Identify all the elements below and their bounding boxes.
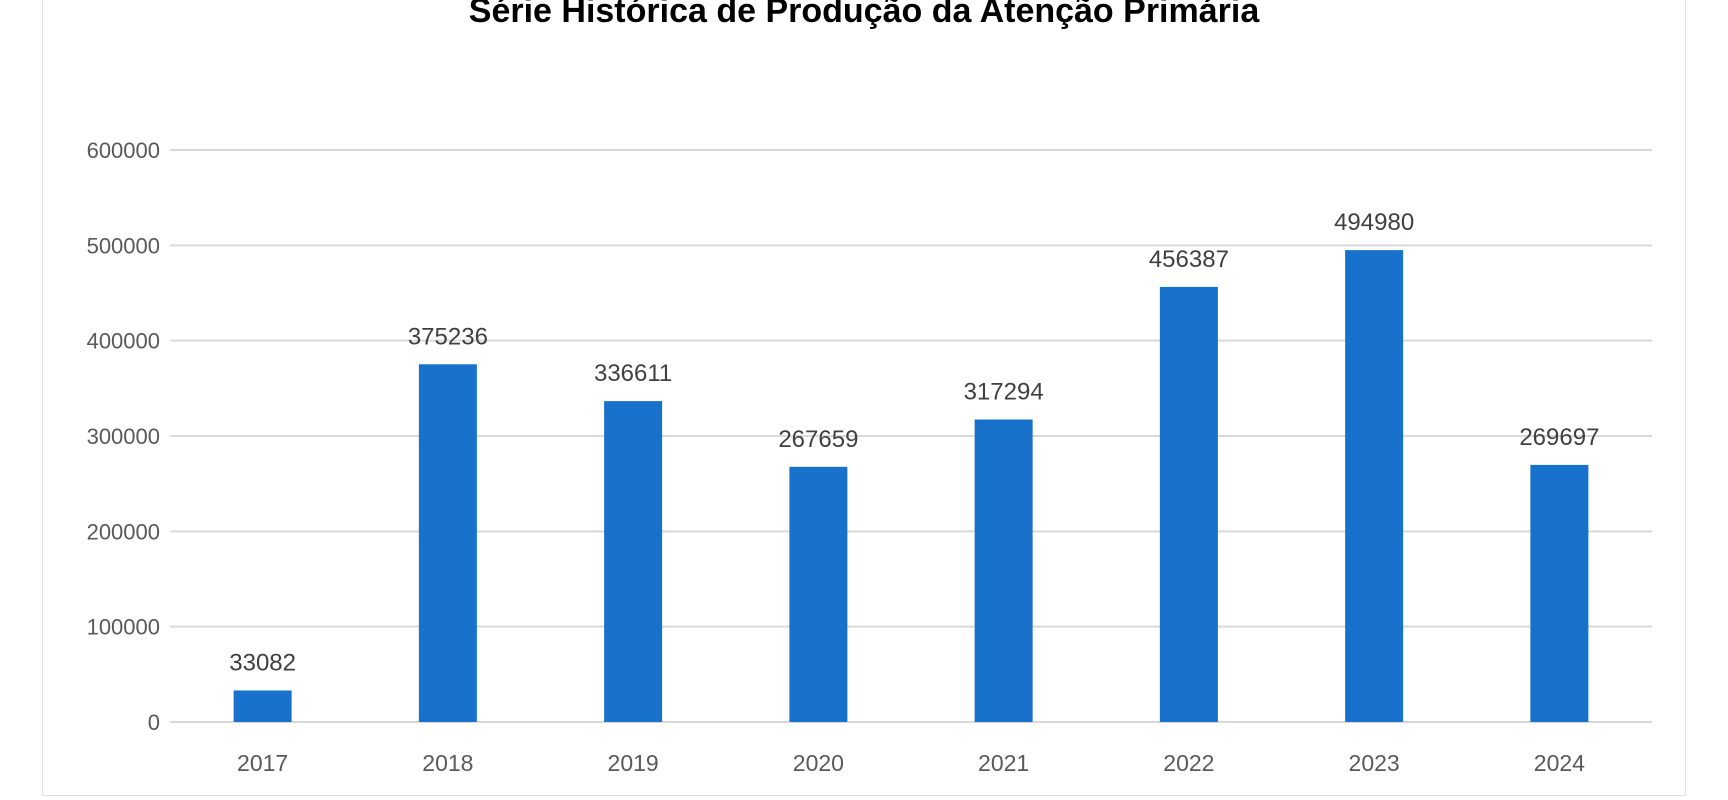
bar-2019 (604, 401, 663, 722)
y-tick-label: 600000 (87, 138, 160, 163)
y-axis-ticks: 0 100000 200000 300000 400000 500000 600000 (87, 138, 160, 735)
data-label: 494980 (1334, 209, 1414, 236)
bar-2022 (1159, 286, 1218, 722)
bar-2023 (1345, 250, 1404, 722)
bar-2018 (418, 364, 477, 722)
data-label: 456387 (1149, 246, 1229, 273)
data-label: 33082 (229, 649, 296, 676)
data-label: 317294 (964, 379, 1044, 406)
data-labels: 33082 375236 336611 267659 317294 456387 49498… (229, 209, 1599, 676)
data-label: 336611 (594, 360, 672, 387)
data-label: 267659 (778, 426, 858, 453)
x-tick-label: 2023 (1349, 750, 1400, 776)
chart-frame (42, 0, 1686, 796)
gridlines (170, 149, 1652, 723)
y-tick-label: 200000 (87, 519, 160, 544)
data-label: 375236 (408, 323, 488, 350)
y-tick-label: 100000 (87, 615, 160, 640)
x-tick-label: 2017 (237, 750, 288, 776)
x-tick-label: 2024 (1534, 750, 1585, 776)
data-label: 269697 (1519, 424, 1599, 451)
x-tick-label: 2020 (793, 750, 844, 776)
y-tick-label: 0 (148, 710, 160, 735)
bar-2024 (1530, 464, 1589, 722)
x-tick-label: 2022 (1163, 750, 1214, 776)
y-tick-label: 300000 (87, 424, 160, 449)
bars (233, 250, 1589, 722)
bar-2021 (974, 419, 1033, 722)
bar-2017 (233, 690, 292, 722)
x-tick-label: 2021 (978, 750, 1029, 776)
y-tick-label: 500000 (87, 233, 160, 258)
x-axis-ticks: 2017 2018 2019 2020 2021 2022 2023 2024 (237, 750, 1585, 776)
chart-title: Série Histórica de Produção da Atenção P… (468, 0, 1260, 30)
x-tick-label: 2019 (608, 750, 659, 776)
bar-2020 (789, 466, 848, 722)
x-tick-label: 2018 (422, 750, 473, 776)
y-tick-label: 400000 (87, 329, 160, 354)
